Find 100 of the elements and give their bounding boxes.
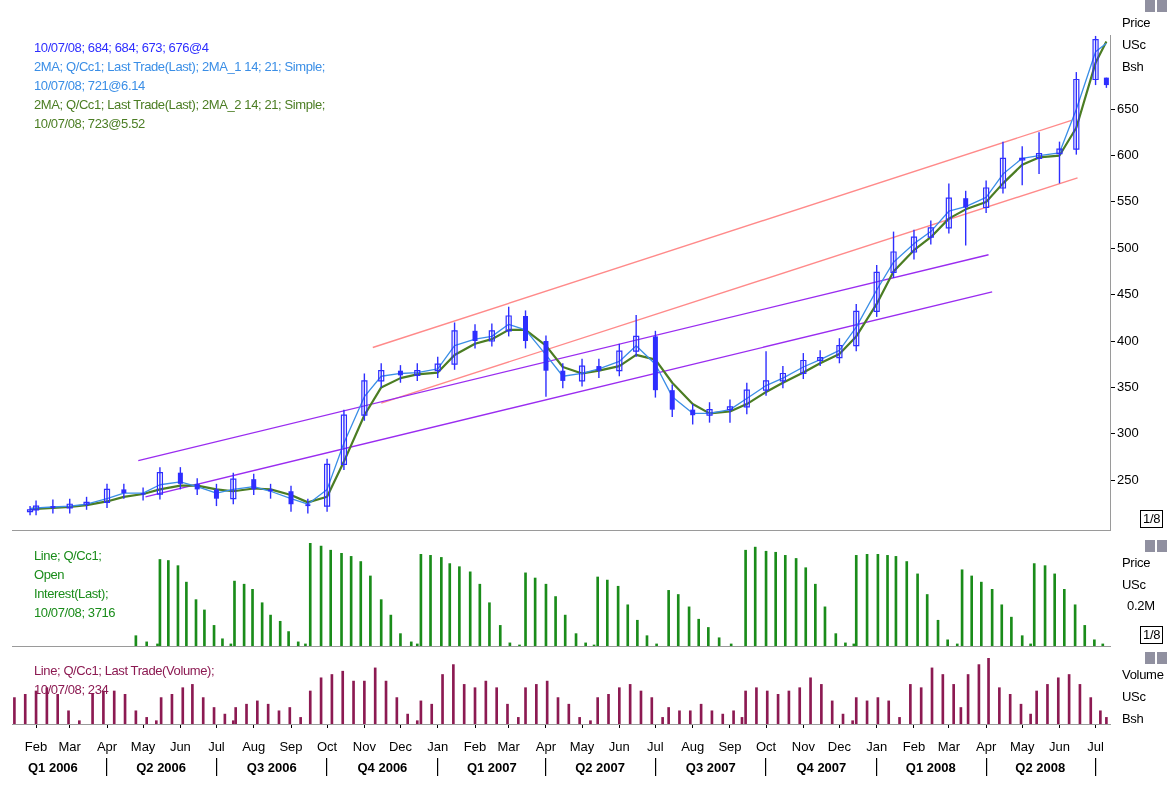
bar	[979, 581, 983, 646]
x-tick-label: Jan	[866, 739, 888, 755]
bar	[650, 697, 654, 724]
bar	[1053, 573, 1057, 646]
candlestick	[1092, 35, 1099, 86]
bar	[545, 680, 549, 724]
bar	[905, 561, 909, 646]
candlestick	[706, 401, 713, 424]
bar	[688, 710, 692, 724]
bar	[429, 555, 432, 646]
candlestick	[853, 303, 860, 352]
x-tick-label: Dec	[388, 739, 413, 755]
candlestick	[378, 362, 385, 389]
x-tick-label: Jun	[169, 739, 191, 755]
bar	[596, 697, 600, 724]
x-tick-label: May	[130, 739, 156, 755]
bar	[1029, 713, 1032, 724]
bar	[441, 674, 444, 724]
candlestick	[50, 498, 56, 515]
candlestick	[762, 350, 770, 397]
x-tick-label: May	[569, 739, 595, 755]
bar	[67, 710, 70, 724]
bar	[1010, 616, 1013, 646]
bar	[304, 643, 307, 646]
x-tick-label: Sep	[279, 739, 303, 755]
bar	[987, 658, 990, 724]
bar	[203, 609, 206, 646]
bar	[729, 643, 733, 646]
bar	[167, 560, 170, 646]
bar	[373, 667, 377, 724]
y-tick-label: 300	[1117, 425, 1139, 441]
bar	[886, 555, 889, 646]
bar	[636, 619, 639, 646]
x2-tick-label: Q3 2006	[246, 760, 297, 776]
bar	[618, 687, 621, 724]
y-tick-label: 400	[1117, 332, 1139, 348]
bar	[440, 557, 443, 646]
bar	[478, 583, 482, 646]
bar	[898, 717, 901, 724]
x-tick-label: Sep	[718, 739, 742, 755]
bar	[296, 641, 300, 646]
bar	[516, 717, 520, 724]
x-tick-label: Aug	[681, 739, 705, 755]
bar	[925, 594, 929, 646]
bar	[524, 572, 527, 646]
candlestick	[963, 190, 969, 247]
bar	[112, 690, 116, 724]
text: 0.2M	[1127, 598, 1155, 613]
x-tick-label: Jan	[427, 739, 449, 755]
candlestick	[213, 483, 219, 507]
candlestick	[983, 179, 990, 214]
x2-tick-label: Q2 2008	[1015, 760, 1066, 776]
bar	[524, 687, 527, 724]
candlestick	[779, 365, 786, 390]
bar	[1099, 710, 1102, 724]
bar	[308, 690, 312, 724]
candlestick	[472, 323, 478, 350]
x2-tick-label: Q2 2006	[136, 760, 187, 776]
x-tick-label: Aug	[242, 739, 266, 755]
bar	[359, 561, 363, 646]
bar	[732, 710, 735, 724]
bar	[389, 614, 393, 646]
bar	[834, 633, 838, 646]
candlestick	[578, 357, 586, 388]
bar	[379, 599, 383, 646]
bar	[820, 684, 823, 724]
y-tick-label: 250	[1117, 471, 1139, 487]
y-axis-title: Price USc Bsh	[1122, 14, 1151, 76]
bar	[406, 713, 409, 724]
x-tick-label: Nov	[352, 739, 377, 755]
bar	[185, 581, 188, 646]
x-tick-label: Oct	[316, 739, 338, 755]
candlestick	[451, 321, 458, 371]
bar	[308, 543, 312, 646]
bar	[269, 614, 272, 646]
bar	[655, 643, 658, 646]
candlestick	[669, 383, 675, 418]
series-label: Line; Q/Cc1; Last Trade(Volume); 10/07/08; 234	[34, 662, 215, 699]
x2-tick-label: Q1 2007	[466, 760, 517, 776]
bar	[233, 580, 236, 646]
y-tick-label: 550	[1117, 193, 1139, 209]
candlestick	[633, 314, 640, 358]
bar	[341, 670, 345, 724]
candlestick	[288, 484, 294, 513]
bar	[1008, 693, 1012, 724]
x-tick-label: Jun	[1049, 739, 1070, 755]
bar	[430, 703, 434, 724]
bar	[201, 697, 205, 724]
x2-tick-label: Q1 2008	[905, 760, 956, 776]
bar	[1000, 604, 1004, 646]
bar	[661, 717, 664, 724]
bar	[462, 684, 466, 724]
bar	[854, 697, 858, 724]
candlestick	[361, 372, 368, 422]
bar	[13, 697, 16, 724]
bar	[753, 546, 757, 646]
x-tick-label: Jun	[608, 739, 630, 755]
bar	[814, 583, 817, 646]
bar	[154, 720, 158, 724]
candlestick	[1056, 140, 1063, 185]
